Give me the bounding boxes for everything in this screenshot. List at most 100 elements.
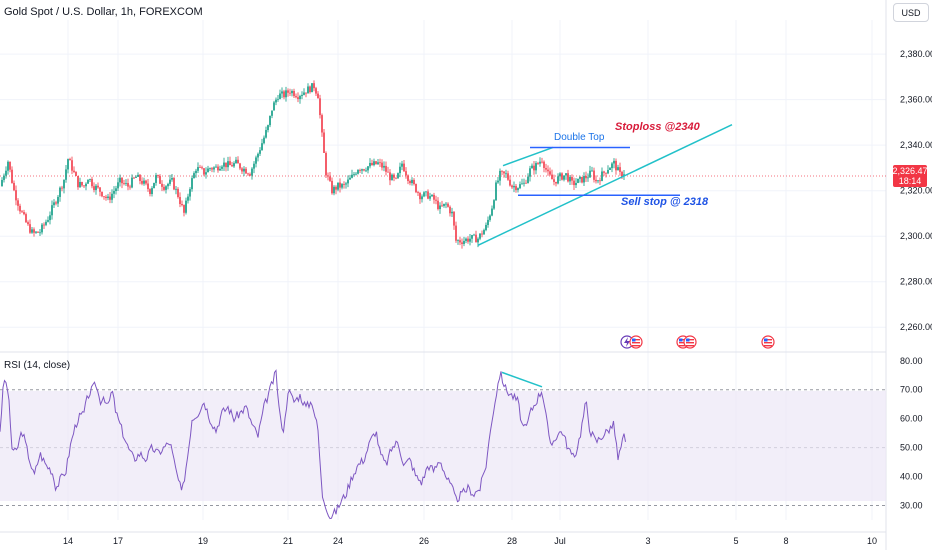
us-flag-icon[interactable] xyxy=(761,335,775,349)
candle-body xyxy=(469,238,471,242)
candle-body xyxy=(33,229,35,233)
candle-body xyxy=(143,180,145,184)
candle-body xyxy=(67,159,69,170)
candle-body xyxy=(383,165,385,168)
candle-body xyxy=(569,177,571,182)
event-flags[interactable] xyxy=(620,335,775,349)
candle-body xyxy=(3,175,5,180)
candle-body xyxy=(231,165,233,167)
candle-body xyxy=(111,193,113,200)
candle-body xyxy=(463,240,465,244)
candle-body xyxy=(167,183,169,187)
candle-body xyxy=(81,181,83,186)
candle-body xyxy=(29,224,31,233)
candle-body xyxy=(369,162,371,167)
candle-body xyxy=(117,182,119,189)
candle-body xyxy=(61,187,63,189)
candle-body xyxy=(157,175,159,177)
candle-body xyxy=(25,214,27,223)
candle-body xyxy=(439,205,441,210)
candle-body xyxy=(581,176,583,183)
candle-body xyxy=(435,199,437,201)
candle-body xyxy=(309,86,311,93)
candle-body xyxy=(147,183,149,190)
candle-body xyxy=(31,229,33,233)
candle-body xyxy=(5,170,7,176)
candle-body xyxy=(45,221,47,225)
rsi-indicator-label[interactable]: RSI (14, close) xyxy=(4,360,71,371)
candle-body xyxy=(63,179,65,189)
candle-body xyxy=(619,167,621,172)
candle-body xyxy=(551,174,553,180)
last-price-value: 2,326.47 xyxy=(892,166,928,176)
candle-body xyxy=(183,205,185,213)
candle-body xyxy=(221,166,223,169)
candle-body xyxy=(609,168,611,170)
price-tick-label: 2,340.00 xyxy=(900,140,932,150)
candle-body xyxy=(59,187,61,197)
candle-body xyxy=(41,224,43,233)
candle-body xyxy=(15,190,17,201)
candle-body xyxy=(575,182,577,186)
candle-body xyxy=(579,176,581,179)
candle-body xyxy=(403,163,405,172)
us-flag-icon[interactable] xyxy=(629,335,643,349)
candle-body xyxy=(597,180,599,182)
candle-body xyxy=(19,205,21,212)
candle-body xyxy=(75,171,77,176)
candle-body xyxy=(355,173,357,175)
candle-body xyxy=(395,177,397,179)
candle-body xyxy=(317,93,319,99)
candle-body xyxy=(207,168,209,173)
candle-body xyxy=(419,193,421,200)
candle-body xyxy=(487,219,489,225)
candle-body xyxy=(193,173,195,179)
candle-body xyxy=(361,169,363,171)
candle-body xyxy=(505,173,507,175)
candle-body xyxy=(599,180,601,182)
rsi-series xyxy=(0,369,626,520)
candle-body xyxy=(585,176,587,179)
candle-body xyxy=(171,178,173,180)
candle-body xyxy=(135,176,137,178)
candle-body xyxy=(349,177,351,180)
candle-body xyxy=(389,172,391,181)
candle-body xyxy=(565,173,567,176)
time-tick-label: 21 xyxy=(283,536,293,546)
rising-trendline[interactable] xyxy=(477,124,733,246)
candle-body xyxy=(449,206,451,214)
candle-body xyxy=(205,172,207,175)
candle-body xyxy=(501,170,503,172)
time-tick-label: 3 xyxy=(645,536,650,546)
candle-body xyxy=(253,163,255,169)
candle-body xyxy=(373,161,375,166)
candle-body xyxy=(47,220,49,222)
candle-body xyxy=(335,186,337,190)
candle-body xyxy=(325,152,327,176)
candle-body xyxy=(489,215,491,220)
candle-body xyxy=(79,181,81,188)
candle-body xyxy=(133,177,135,179)
candle-body xyxy=(401,163,403,167)
rsi-tick-label: 50.00 xyxy=(900,443,923,453)
candle-body xyxy=(107,196,109,198)
time-tick-label: 19 xyxy=(198,536,208,546)
candle-body xyxy=(467,238,469,242)
currency-selector[interactable]: USD xyxy=(893,3,929,22)
candle-body xyxy=(415,184,417,193)
upper-channel-line[interactable] xyxy=(502,146,554,167)
candle-body xyxy=(261,143,263,151)
candle-body xyxy=(285,90,287,98)
candle-body xyxy=(151,188,153,194)
candle-body xyxy=(509,179,511,186)
candle-body xyxy=(235,159,237,164)
candle-body xyxy=(605,172,607,174)
candle-body xyxy=(503,171,505,174)
candle-body xyxy=(131,177,133,188)
candle-body xyxy=(445,203,447,205)
candle-body xyxy=(543,161,545,168)
rsi-divergence-line[interactable] xyxy=(501,371,543,388)
us-flag-icon[interactable] xyxy=(683,335,697,349)
candle-body xyxy=(245,168,247,174)
